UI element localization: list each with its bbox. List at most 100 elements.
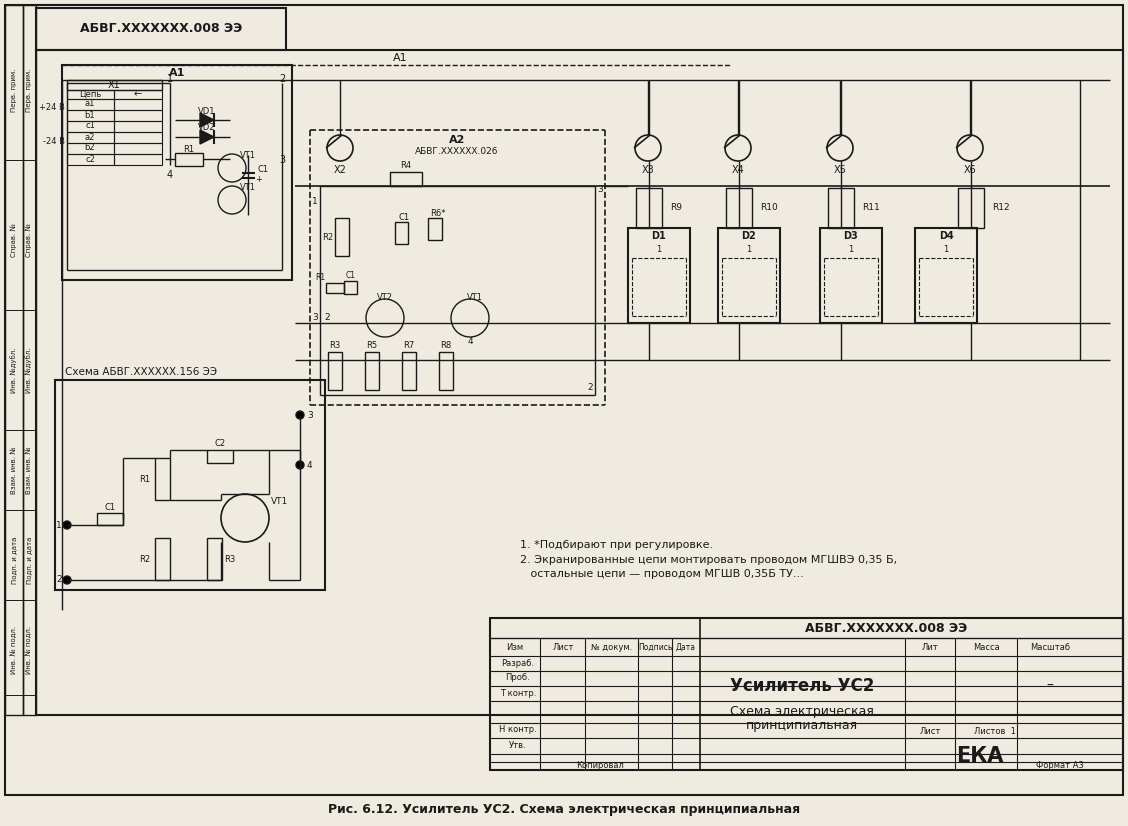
Text: № докум.: № докум. <box>591 643 633 652</box>
Text: X5: X5 <box>834 165 846 175</box>
Circle shape <box>63 576 71 584</box>
Circle shape <box>218 186 246 214</box>
Text: Масштаб: Масштаб <box>1030 643 1070 652</box>
Text: R1: R1 <box>315 273 325 282</box>
Bar <box>828 188 854 228</box>
Text: VD1: VD1 <box>199 107 215 116</box>
Text: C1: C1 <box>105 502 115 511</box>
Text: R1: R1 <box>140 474 150 483</box>
Bar <box>114 143 162 154</box>
Text: Масса: Масса <box>972 643 999 652</box>
Bar <box>23 5 36 715</box>
Text: 3: 3 <box>312 314 318 322</box>
Text: Листов  1: Листов 1 <box>975 727 1016 735</box>
Text: a2: a2 <box>85 132 95 141</box>
Text: 1: 1 <box>747 245 751 254</box>
Text: 4: 4 <box>307 461 312 469</box>
Text: А2: А2 <box>449 135 465 145</box>
Text: R12: R12 <box>992 203 1010 212</box>
Bar <box>67 121 114 132</box>
Text: Н контр.: Н контр. <box>499 725 537 734</box>
Text: R10: R10 <box>760 203 777 212</box>
Bar <box>628 228 690 323</box>
Text: 1: 1 <box>312 197 318 206</box>
Text: R11: R11 <box>862 203 880 212</box>
Text: R2: R2 <box>323 232 334 241</box>
Text: 2: 2 <box>56 576 62 585</box>
Text: c1: c1 <box>85 121 95 131</box>
Text: Изм: Изм <box>506 643 523 652</box>
Text: 1: 1 <box>656 245 662 254</box>
Bar <box>114 121 162 132</box>
Text: X2: X2 <box>334 165 346 175</box>
Text: R1: R1 <box>184 145 194 154</box>
Text: Взам. инв. №: Взам. инв. № <box>11 446 17 494</box>
Text: Проб.: Проб. <box>505 673 530 682</box>
Bar <box>208 538 222 580</box>
Text: АБВГ.XXXXXX.026: АБВГ.XXXXXX.026 <box>415 148 499 156</box>
Text: C1: C1 <box>346 272 356 281</box>
Circle shape <box>218 154 246 182</box>
Bar <box>175 153 203 166</box>
Text: Рис. 6.12. Усилитель УС2. Схема электрическая принципиальная: Рис. 6.12. Усилитель УС2. Схема электрич… <box>328 804 800 816</box>
Bar <box>335 218 349 256</box>
Bar <box>208 450 233 463</box>
Text: Взам. инв. №: Взам. инв. № <box>26 446 32 494</box>
Circle shape <box>296 411 305 419</box>
Text: R5: R5 <box>367 341 378 350</box>
Text: +24 В: +24 В <box>39 103 65 112</box>
Bar <box>726 188 752 228</box>
Text: Инв. №дубл.: Инв. №дубл. <box>26 347 33 392</box>
Circle shape <box>635 135 661 161</box>
Text: Формат А3: Формат А3 <box>1036 762 1084 771</box>
Text: Лист: Лист <box>919 727 941 735</box>
Text: Инв. № подл.: Инв. № подл. <box>26 626 33 674</box>
Bar <box>636 188 662 228</box>
Text: Схема АБВГ.XXXXXX.156 ЭЭ: Схема АБВГ.XXXXXX.156 ЭЭ <box>65 367 217 377</box>
Text: VD2: VD2 <box>199 124 215 132</box>
Text: Схема электрическая: Схема электрическая <box>730 705 874 718</box>
Bar <box>365 352 379 390</box>
Bar <box>490 618 1123 770</box>
Bar <box>67 99 114 110</box>
Text: 2: 2 <box>324 314 329 322</box>
Bar <box>55 380 325 590</box>
Text: R6*: R6* <box>430 208 446 217</box>
Bar <box>97 513 123 525</box>
Text: VT1: VT1 <box>240 150 256 159</box>
Text: Инв. №дубл.: Инв. №дубл. <box>10 347 17 392</box>
Bar <box>114 99 162 110</box>
Bar <box>67 132 114 143</box>
Bar <box>719 228 779 323</box>
Text: Разраб.: Разраб. <box>502 658 535 667</box>
Text: А1: А1 <box>393 53 407 63</box>
Bar <box>326 283 344 293</box>
Text: C1: C1 <box>398 212 409 221</box>
Bar <box>439 352 453 390</box>
Text: 3: 3 <box>307 411 312 420</box>
Text: 1: 1 <box>943 245 949 254</box>
Text: Копировал: Копировал <box>576 762 624 771</box>
Bar <box>5 5 23 715</box>
Text: ←: ← <box>134 89 142 99</box>
Text: R4: R4 <box>400 160 412 169</box>
Bar <box>395 222 408 244</box>
Text: Подп. и дата: Подп. и дата <box>11 536 17 584</box>
Circle shape <box>296 461 305 469</box>
Bar <box>344 281 356 294</box>
Text: b1: b1 <box>85 111 95 120</box>
Bar <box>155 538 170 580</box>
Bar <box>958 188 984 228</box>
Text: R9: R9 <box>670 203 682 212</box>
Text: Лист: Лист <box>553 643 574 652</box>
Text: R7: R7 <box>404 341 415 350</box>
Text: 3: 3 <box>597 186 602 194</box>
Bar <box>428 218 442 240</box>
Bar <box>114 154 162 165</box>
Bar <box>67 80 162 90</box>
Polygon shape <box>200 113 214 127</box>
Polygon shape <box>200 130 214 144</box>
Circle shape <box>327 135 353 161</box>
Text: X3: X3 <box>642 165 654 175</box>
Bar <box>114 90 162 99</box>
